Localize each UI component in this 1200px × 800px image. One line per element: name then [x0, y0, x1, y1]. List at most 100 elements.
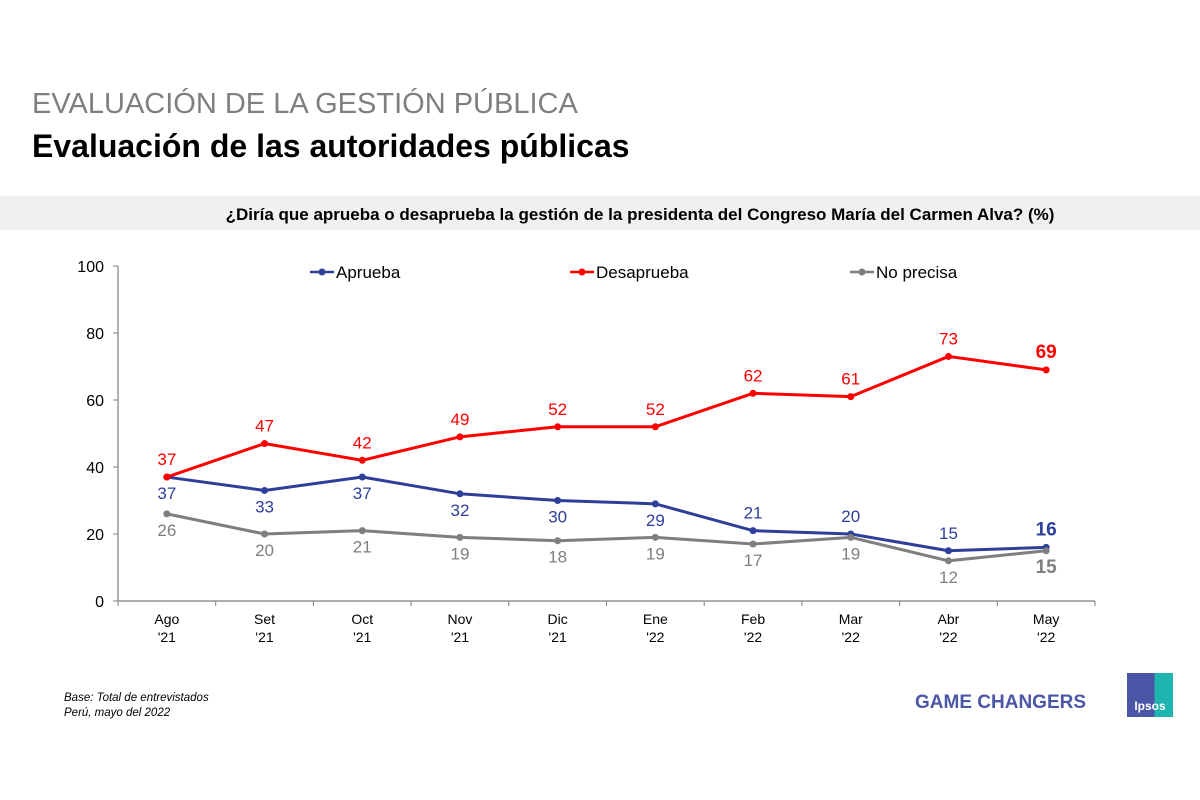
tagline: GAME CHANGERS: [915, 692, 1087, 713]
data-point: [261, 530, 269, 538]
data-label: 62: [744, 366, 763, 385]
data-point: [651, 500, 659, 508]
data-label: 15: [1036, 557, 1058, 578]
x-tick-label: Set: [254, 611, 275, 627]
data-label: 21: [744, 504, 763, 523]
data-point: [261, 486, 269, 494]
x-tick-label: '22: [744, 629, 762, 645]
data-label: 73: [939, 329, 958, 348]
data-point: [456, 533, 464, 541]
x-tick-label: Feb: [741, 611, 765, 627]
x-tick-label: Ene: [643, 611, 668, 627]
supertitle: EVALUACIÓN DE LA GESTIÓN PÚBLICA: [32, 88, 578, 120]
ipsos-logo: Ipsos: [1127, 673, 1173, 717]
legend-marker: [858, 268, 866, 276]
question-band: [0, 196, 1200, 230]
data-label: 19: [841, 544, 860, 563]
data-point: [847, 393, 855, 401]
data-label: 52: [548, 400, 567, 419]
data-label: 47: [255, 417, 274, 436]
data-label: 16: [1036, 519, 1057, 540]
y-tick-label: 40: [86, 460, 104, 477]
x-tick-label: '22: [1037, 629, 1055, 645]
x-tick-label: May: [1033, 611, 1059, 627]
data-point: [163, 473, 171, 481]
x-tick-label: '22: [939, 629, 957, 645]
data-label: 49: [450, 410, 469, 429]
data-point: [358, 527, 366, 535]
x-tick-label: '21: [549, 629, 567, 645]
data-point: [944, 352, 952, 360]
data-point: [749, 389, 757, 397]
data-point: [163, 510, 171, 518]
data-label: 15: [939, 524, 958, 543]
question-text: ¿Diría que aprueba o desaprueba la gesti…: [225, 205, 1055, 224]
data-point: [651, 423, 659, 431]
legend-label: Desaprueba: [596, 263, 689, 282]
data-label: 32: [450, 501, 469, 520]
x-tick-label: Nov: [447, 611, 472, 627]
data-label: 26: [157, 521, 176, 540]
x-tick-label: Ago: [154, 611, 179, 627]
data-label: 20: [841, 507, 860, 526]
data-label: 18: [548, 548, 567, 567]
data-point: [749, 527, 757, 535]
x-tick-label: Dic: [548, 611, 568, 627]
y-tick-label: 20: [86, 527, 104, 544]
x-tick-label: '22: [646, 629, 664, 645]
data-point: [1042, 366, 1050, 374]
data-label: 69: [1036, 342, 1057, 363]
data-label: 52: [646, 400, 665, 419]
x-tick-label: Mar: [839, 611, 863, 627]
page-title: Evaluación de las autoridades públicas: [32, 128, 630, 164]
data-point: [554, 423, 562, 431]
data-label: 37: [157, 484, 176, 503]
x-tick-label: '22: [842, 629, 860, 645]
series-line-aprueba: [166, 475, 1047, 553]
data-label: 37: [353, 484, 372, 503]
data-label: 20: [255, 541, 274, 560]
legend-marker: [318, 268, 326, 276]
data-label: 29: [646, 511, 665, 530]
data-label: 12: [939, 568, 958, 587]
data-point: [358, 473, 366, 481]
legend-marker: [578, 268, 586, 276]
series-line-desaprueba: [166, 354, 1047, 479]
data-point: [554, 537, 562, 545]
legend-label: No precisa: [876, 263, 958, 282]
data-point: [456, 490, 464, 498]
x-tick-label: '21: [451, 629, 469, 645]
data-label: 61: [841, 370, 860, 389]
x-tick-label: '21: [353, 629, 371, 645]
footnote-place: Perú, mayo del 2022: [64, 707, 171, 719]
series-line-no-precisa: [166, 512, 1047, 563]
data-label: 19: [646, 544, 665, 563]
footnote-base: Base: Total de entrevistados: [64, 692, 209, 704]
data-point: [456, 433, 464, 441]
data-point: [261, 440, 269, 448]
data-label: 37: [157, 450, 176, 469]
data-label: 19: [450, 544, 469, 563]
data-label: 21: [353, 538, 372, 557]
legend-label: Aprueba: [336, 263, 401, 282]
y-tick-label: 80: [86, 326, 104, 343]
data-label: 30: [548, 508, 567, 527]
data-point: [554, 497, 562, 504]
x-tick-label: '21: [255, 629, 273, 645]
x-tick-label: Abr: [938, 611, 960, 627]
data-point: [651, 533, 659, 541]
data-point: [1042, 547, 1050, 555]
data-label: 33: [255, 497, 274, 516]
y-tick-label: 0: [95, 594, 104, 611]
data-point: [944, 557, 952, 565]
data-point: [847, 533, 855, 541]
y-tick-label: 60: [86, 393, 104, 410]
data-point: [749, 540, 757, 548]
data-point: [358, 456, 366, 464]
data-label: 42: [353, 433, 372, 452]
logo-text: Ipsos: [1134, 699, 1166, 713]
x-tick-label: Oct: [351, 611, 373, 627]
y-tick-label: 100: [77, 259, 104, 276]
x-tick-label: '21: [158, 629, 176, 645]
